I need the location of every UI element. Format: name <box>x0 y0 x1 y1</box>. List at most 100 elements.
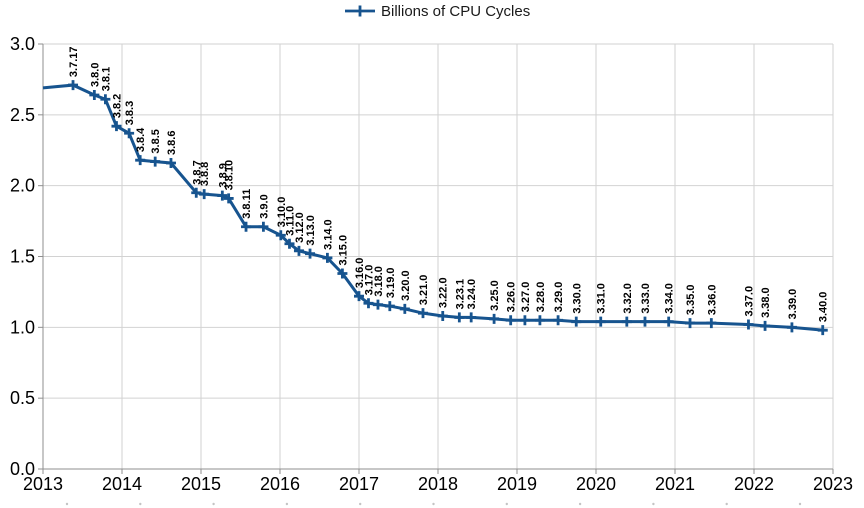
plus-marker <box>275 230 286 241</box>
plus-marker <box>466 312 477 323</box>
plus-marker <box>322 252 333 263</box>
point-label: 3.8.7 <box>191 160 203 184</box>
x-tick-label: 2022 <box>734 474 774 494</box>
plus-marker <box>663 316 674 327</box>
point-label: 3.25.0 <box>489 280 501 311</box>
plus-marker <box>191 187 202 198</box>
point-label: 3.14.0 <box>322 219 334 250</box>
legend-line-marker-icon <box>345 5 375 17</box>
legend: Billions of CPU Cycles <box>345 3 530 20</box>
point-label: 3.8.3 <box>124 101 136 125</box>
plus-marker <box>519 315 530 326</box>
point-label: 3.40.0 <box>818 292 830 323</box>
point-label: 3.33.0 <box>640 283 652 314</box>
plus-marker <box>199 189 210 200</box>
plus-marker <box>217 190 228 201</box>
cell-mark-dot <box>725 502 728 506</box>
cell-mark-dot <box>652 502 655 506</box>
y-axis-labels: 3.0 2.5 2.0 1.5 1.0 0.5 0.0 <box>10 34 35 479</box>
point-label: 3.9.0 <box>258 194 270 218</box>
point-label: 3.8.4 <box>135 127 147 152</box>
plus-marker <box>760 320 771 331</box>
plus-marker <box>534 315 545 326</box>
cell-mark-dot <box>285 502 289 506</box>
plus-marker <box>284 238 295 249</box>
plus-marker <box>337 268 348 279</box>
cell-mark-dot <box>798 502 802 506</box>
plus-marker <box>384 301 395 312</box>
point-labels: 3.7.17 3.8.0 3.8.1 3.8.2 3.8.3 3.8.4 3.8.5 3.8.… <box>68 46 830 322</box>
plus-marker <box>111 121 122 132</box>
plus-marker <box>363 298 374 309</box>
y-tick-label: 2.5 <box>10 105 35 125</box>
point-label: 3.34.0 <box>664 283 676 314</box>
x-tick-label: 2017 <box>339 474 379 494</box>
point-label: 3.23.1 <box>454 279 466 310</box>
plus-marker <box>165 158 176 168</box>
y-tick-label: 3.0 <box>10 34 35 54</box>
plus-marker <box>135 155 146 166</box>
plus-marker <box>100 94 111 105</box>
point-label: 3.8.8 <box>199 162 211 186</box>
point-label: 3.39.0 <box>787 289 799 320</box>
plus-marker <box>258 221 269 232</box>
plus-marker <box>595 316 606 327</box>
y-tick-label: 2.0 <box>10 176 35 196</box>
y-tick-label: 1.5 <box>10 247 35 267</box>
plus-marker <box>639 316 650 327</box>
x-tick-label: 2016 <box>260 474 300 494</box>
point-label: 3.36.0 <box>706 284 718 315</box>
point-label: 3.8.1 <box>100 67 112 91</box>
point-label: 3.10.0 <box>276 197 288 228</box>
point-label: 3.20.0 <box>400 270 412 301</box>
y-tick-label: 0.5 <box>10 388 35 408</box>
plus-marker <box>150 156 161 167</box>
point-label: 3.12.0 <box>294 212 306 243</box>
point-label: 3.11.0 <box>284 206 296 236</box>
plus-marker <box>372 299 383 310</box>
point-label: 3.16.0 <box>354 258 366 289</box>
gridlines <box>42 43 834 470</box>
cell-mark-dot <box>65 502 69 506</box>
point-label: 3.8.2 <box>111 94 123 118</box>
plus-marker <box>354 291 364 302</box>
plus-marker <box>399 303 410 314</box>
plus-marker <box>68 80 79 91</box>
x-tick-label: 2019 <box>497 474 537 494</box>
plus-marker <box>241 221 252 232</box>
cell-mark-dot <box>212 502 215 506</box>
plus-marker <box>786 322 797 333</box>
point-label: 3.8.10 <box>224 160 236 191</box>
point-label: 3.8.11 <box>241 189 253 219</box>
point-label: 3.22.0 <box>438 277 450 308</box>
point-label: 3.30.0 <box>571 283 583 314</box>
point-label: 3.7.17 <box>68 46 80 77</box>
plus-marker <box>89 90 100 100</box>
x-tick-label: 2014 <box>102 474 142 494</box>
point-label: 3.28.0 <box>535 282 547 313</box>
cell-mark-dot <box>432 502 435 506</box>
plus-marker <box>417 308 428 319</box>
plus-marker <box>817 325 828 336</box>
point-label: 3.35.0 <box>685 284 697 315</box>
x-tick-label: 2013 <box>23 474 63 494</box>
cell-mark-dot <box>359 502 362 506</box>
point-label: 3.38.0 <box>760 287 772 318</box>
plus-marker <box>571 316 582 327</box>
point-label: 3.24.0 <box>466 279 478 310</box>
plus-marker <box>124 128 135 139</box>
point-label: 3.26.0 <box>506 282 518 313</box>
point-label: 3.8.9 <box>217 163 229 187</box>
cell-mark-dot <box>578 502 582 506</box>
point-label: 3.8.5 <box>150 129 162 153</box>
x-tick-label: 2015 <box>181 474 221 494</box>
plus-marker <box>621 316 632 327</box>
plus-marker <box>706 318 717 329</box>
plus-marker <box>553 315 564 326</box>
point-label: 3.18.0 <box>373 266 385 297</box>
y-tick-label: 1.0 <box>10 317 35 337</box>
x-tick-label: 2020 <box>576 474 616 494</box>
plus-marker <box>685 318 696 329</box>
